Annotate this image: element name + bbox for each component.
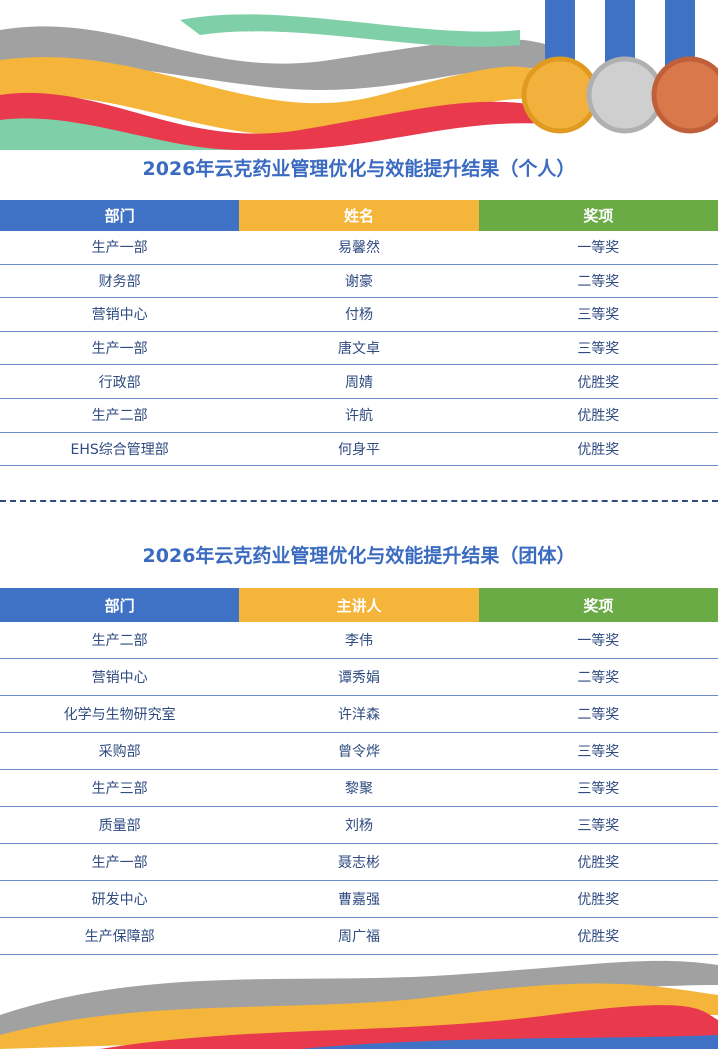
bronze-medal (651, 56, 718, 134)
table-cell: 曾令烨 (337, 744, 380, 760)
table-cell: 生产一部 (91, 855, 148, 871)
table-cell: 三等奖 (577, 744, 620, 760)
header-cell: 姓名 (239, 200, 479, 231)
table-cell: 曹嘉强 (337, 892, 380, 908)
header-cell: 奖项 (478, 588, 718, 622)
table-cell: 聂志彬 (337, 855, 380, 871)
table-row: 生产二部 许航 优胜奖 (0, 399, 718, 433)
table-cell: 周广福 (337, 929, 380, 945)
ribbon (0, 983, 718, 1049)
ribbon (300, 1035, 718, 1049)
table-cell: 营销中心 (91, 307, 148, 324)
table-cell: 李伟 (344, 633, 373, 649)
table-cell: 三等奖 (577, 781, 620, 797)
table-cell: 谭秀娟 (337, 670, 380, 686)
table-cell: 三等奖 (577, 307, 620, 324)
table-cell: 易馨然 (337, 240, 380, 257)
table-cell: 优胜奖 (577, 892, 620, 908)
table-cell: 财务部 (98, 273, 141, 290)
table-row: 财务部 谢豪 二等奖 (0, 265, 718, 299)
header-cell: 部门 (0, 200, 240, 231)
table-cell: 何身平 (337, 441, 380, 458)
table-cell: 生产二部 (91, 408, 148, 425)
ribbon (100, 1005, 718, 1049)
table-cell: 许航 (344, 408, 373, 425)
table-cell: 唐文卓 (337, 341, 380, 358)
table-cell: 优胜奖 (577, 374, 620, 391)
header-cell: 主讲人 (239, 588, 479, 622)
table-cell: 谢豪 (344, 273, 373, 290)
ribbon (0, 118, 240, 150)
team-table: 部门 主讲人 奖项 生产二部 李伟 一等奖 营销中心 谭秀娟 二等奖 化学与生物研究室 许洋森 二等奖… (0, 588, 718, 955)
table-row: 质量部 刘杨 三等奖 (0, 807, 718, 844)
header-row: 部门 主讲人 奖项 (0, 588, 718, 622)
table-row: 生产保障部 周广福 优胜奖 (0, 918, 718, 955)
table-row: 营销中心 付杨 三等奖 (0, 298, 718, 332)
ribbon (0, 26, 560, 90)
table-cell: 研发中心 (91, 892, 148, 908)
header-row: 部门 姓名 奖项 (0, 200, 718, 231)
table-cell: 三等奖 (577, 818, 620, 834)
individual-table: 部门 姓名 奖项 生产一部 易馨然 一等奖 财务部 谢豪 二等奖 营销中心 付杨 三等奖 生产一部 唐文卓… (0, 200, 718, 467)
table-cell: 三等奖 (577, 341, 620, 358)
top-decoration (0, 0, 718, 150)
table-row: 化学与生物研究室 许洋森 二等奖 (0, 696, 718, 733)
table-cell: 生产一部 (91, 341, 148, 358)
table-cell: 生产三部 (91, 781, 148, 797)
table-cell: 采购部 (98, 744, 141, 760)
ribbon (0, 960, 718, 1045)
table-cell: 化学与生物研究室 (63, 707, 176, 723)
table-title: 2026年云克药业管理优化与效能提升结果（个人） (142, 158, 576, 180)
table-cell: 二等奖 (577, 273, 620, 290)
table-cell: 一等奖 (577, 240, 620, 257)
table-cell: 一等奖 (577, 633, 620, 649)
table-cell: 生产二部 (91, 633, 148, 649)
table-row: 生产二部 李伟 一等奖 (0, 622, 718, 659)
table-cell: 营销中心 (91, 670, 148, 686)
table-cell: 黎聚 (344, 781, 373, 797)
table-row: EHS综合管理部 何身平 优胜奖 (0, 433, 718, 467)
header-cell: 奖项 (478, 200, 718, 231)
table-row: 行政部 周婧 优胜奖 (0, 365, 718, 399)
table-cell: 二等奖 (577, 670, 620, 686)
ribbon (180, 14, 520, 47)
table-cell: 二等奖 (577, 707, 620, 723)
header-cell: 部门 (0, 588, 240, 622)
table-row: 营销中心 谭秀娟 二等奖 (0, 659, 718, 696)
table-cell: 优胜奖 (577, 855, 620, 871)
table-cell: EHS综合管理部 (70, 441, 169, 458)
gold-medal (521, 56, 599, 134)
table-cell: 质量部 (98, 818, 141, 834)
table-cell: 优胜奖 (577, 441, 620, 458)
table-row: 研发中心 曹嘉强 优胜奖 (0, 881, 718, 918)
table-cell: 刘杨 (344, 818, 373, 834)
separator (0, 500, 718, 502)
table-cell: 生产保障部 (84, 929, 155, 945)
silver-medal (586, 56, 664, 134)
table-row: 生产一部 聂志彬 优胜奖 (0, 844, 718, 881)
table-cell: 优胜奖 (577, 929, 620, 945)
bottom-decoration (0, 960, 718, 1049)
table-row: 采购部 曾令烨 三等奖 (0, 733, 718, 770)
table-row: 生产一部 易馨然 一等奖 (0, 231, 718, 265)
table-cell: 生产一部 (91, 240, 148, 257)
table-title: 2026年云克药业管理优化与效能提升结果（团体） (142, 545, 576, 567)
table-row: 生产一部 唐文卓 三等奖 (0, 332, 718, 366)
table-row: 生产三部 黎聚 三等奖 (0, 770, 718, 807)
table-cell: 付杨 (344, 307, 373, 324)
table-cell: 优胜奖 (577, 408, 620, 425)
table-cell: 许洋森 (337, 707, 380, 723)
table-cell: 行政部 (98, 374, 141, 391)
table-cell: 周婧 (344, 374, 373, 391)
